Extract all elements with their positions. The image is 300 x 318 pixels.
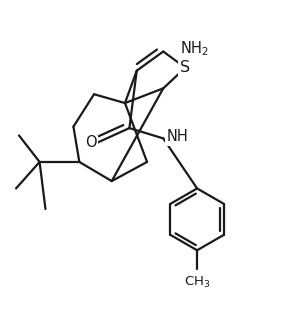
Text: NH$_2$: NH$_2$ xyxy=(180,39,209,58)
Text: NH: NH xyxy=(166,129,188,144)
Text: S: S xyxy=(180,60,190,75)
Text: CH$_3$: CH$_3$ xyxy=(184,275,210,290)
Text: O: O xyxy=(85,135,96,150)
